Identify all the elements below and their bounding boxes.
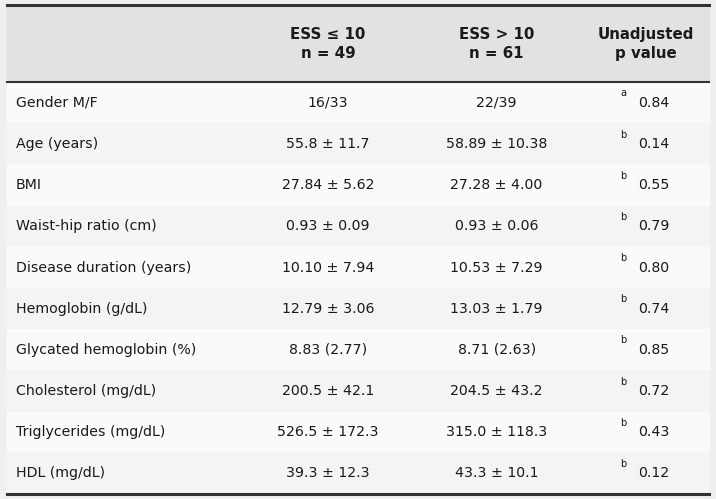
Text: 13.03 ± 1.79: 13.03 ± 1.79 [450, 302, 543, 316]
Bar [7, 5, 709, 82]
Bar [7, 247, 709, 288]
Text: b: b [621, 294, 626, 304]
Bar [7, 329, 709, 370]
Text: 0.72: 0.72 [639, 384, 669, 398]
Text: 0.74: 0.74 [639, 302, 669, 316]
Bar [7, 123, 709, 165]
Text: 0.55: 0.55 [639, 178, 669, 192]
Text: b: b [621, 130, 626, 140]
Text: 0.80: 0.80 [639, 260, 669, 274]
Text: b: b [621, 418, 626, 428]
Text: 39.3 ± 12.3: 39.3 ± 12.3 [286, 467, 370, 481]
Bar [7, 412, 709, 453]
Bar [7, 288, 709, 329]
Text: 10.10 ± 7.94: 10.10 ± 7.94 [282, 260, 374, 274]
Text: 526.5 ± 172.3: 526.5 ± 172.3 [277, 425, 379, 439]
Bar [7, 82, 709, 123]
Text: 0.85: 0.85 [639, 343, 669, 357]
Text: 27.28 ± 4.00: 27.28 ± 4.00 [450, 178, 543, 192]
Text: ESS > 10
n = 61: ESS > 10 n = 61 [459, 26, 534, 61]
Text: Age (years): Age (years) [16, 137, 97, 151]
Text: 204.5 ± 43.2: 204.5 ± 43.2 [450, 384, 543, 398]
Text: b: b [621, 212, 626, 222]
Text: a: a [621, 88, 626, 98]
Text: 0.43: 0.43 [639, 425, 669, 439]
Text: Unadjusted
p value: Unadjusted p value [597, 26, 694, 61]
Bar [7, 370, 709, 412]
Text: 315.0 ± 118.3: 315.0 ± 118.3 [446, 425, 547, 439]
Text: Waist-hip ratio (cm): Waist-hip ratio (cm) [16, 220, 156, 234]
Text: 27.84 ± 5.62: 27.84 ± 5.62 [282, 178, 374, 192]
Text: 0.93 ± 0.09: 0.93 ± 0.09 [286, 220, 370, 234]
Text: 200.5 ± 42.1: 200.5 ± 42.1 [282, 384, 374, 398]
Text: 12.79 ± 3.06: 12.79 ± 3.06 [282, 302, 374, 316]
Text: Triglycerides (mg/dL): Triglycerides (mg/dL) [16, 425, 165, 439]
Text: 10.53 ± 7.29: 10.53 ± 7.29 [450, 260, 543, 274]
Bar [7, 165, 709, 206]
Text: 0.84: 0.84 [639, 96, 669, 110]
Text: 22/39: 22/39 [476, 96, 517, 110]
Text: 8.71 (2.63): 8.71 (2.63) [458, 343, 536, 357]
Text: 0.12: 0.12 [639, 467, 669, 481]
Text: HDL (mg/dL): HDL (mg/dL) [16, 467, 105, 481]
Text: 58.89 ± 10.38: 58.89 ± 10.38 [446, 137, 547, 151]
Text: 43.3 ± 10.1: 43.3 ± 10.1 [455, 467, 538, 481]
Text: b: b [621, 377, 626, 387]
Text: b: b [621, 253, 626, 263]
Text: b: b [621, 459, 626, 469]
Text: 0.14: 0.14 [639, 137, 669, 151]
Text: 8.83 (2.77): 8.83 (2.77) [289, 343, 367, 357]
Text: BMI: BMI [16, 178, 42, 192]
Text: 0.79: 0.79 [639, 220, 669, 234]
Text: Disease duration (years): Disease duration (years) [16, 260, 191, 274]
Text: 0.93 ± 0.06: 0.93 ± 0.06 [455, 220, 538, 234]
Text: Cholesterol (mg/dL): Cholesterol (mg/dL) [16, 384, 155, 398]
Text: Gender M/F: Gender M/F [16, 96, 97, 110]
Text: Hemoglobin (g/dL): Hemoglobin (g/dL) [16, 302, 147, 316]
Text: b: b [621, 171, 626, 181]
Bar [7, 453, 709, 494]
Text: b: b [621, 335, 626, 345]
Text: 55.8 ± 11.7: 55.8 ± 11.7 [286, 137, 370, 151]
Text: 16/33: 16/33 [308, 96, 349, 110]
Text: Glycated hemoglobin (%): Glycated hemoglobin (%) [16, 343, 196, 357]
Bar [7, 206, 709, 247]
Text: ESS ≤ 10
n = 49: ESS ≤ 10 n = 49 [291, 26, 366, 61]
